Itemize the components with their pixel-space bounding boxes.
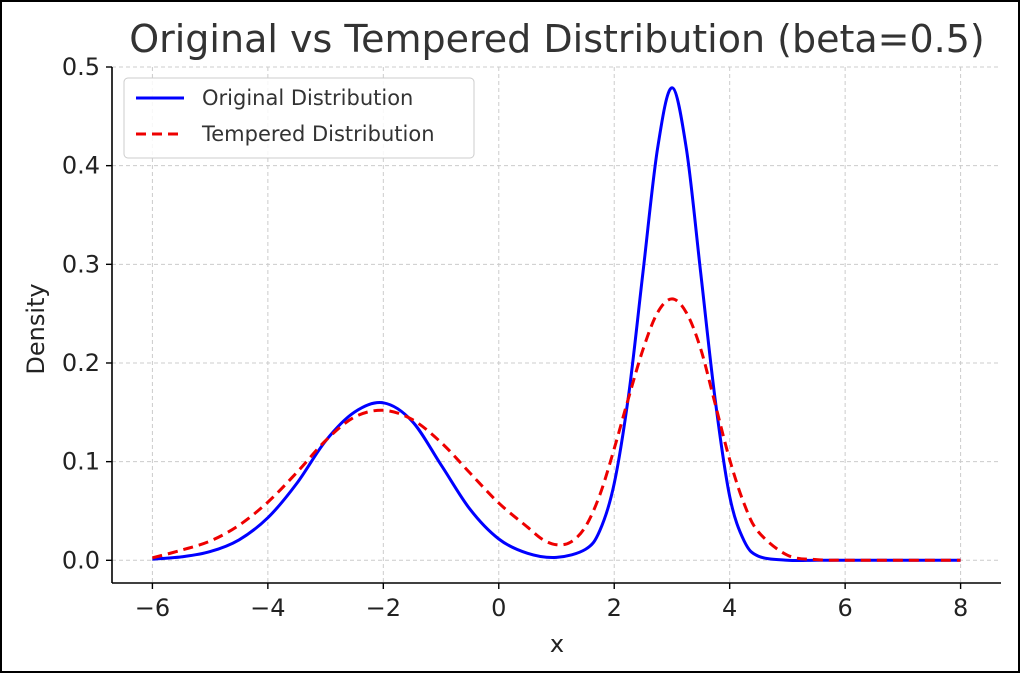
y-axis-label: Density (22, 283, 50, 374)
legend-label-tempered: Tempered Distribution (201, 122, 435, 146)
x-tick-label: 0 (491, 594, 506, 622)
legend-box (123, 77, 475, 159)
chart-title: Original vs Tempered Distribution (beta=… (129, 17, 985, 61)
y-tick-label: 0.1 (62, 448, 100, 476)
axes (111, 67, 1001, 584)
y-tick-label: 0.4 (62, 152, 100, 180)
y-tick-label: 0.3 (62, 250, 100, 278)
x-tick-label: 2 (607, 594, 622, 622)
grid (112, 66, 1001, 583)
original-distribution-line (152, 86, 961, 563)
x-ticks: −6 −4 −2 0 2 4 6 8 (135, 583, 968, 622)
y-tick-label: 0.0 (62, 546, 100, 574)
y-tick-label: 0.2 (62, 349, 100, 377)
legend-label-original: Original Distribution (202, 86, 413, 110)
x-tick-label: 4 (722, 594, 737, 622)
series-layer (152, 86, 961, 563)
y-ticks: 0.0 0.1 0.2 0.3 0.4 0.5 (62, 53, 112, 574)
x-axis-label: x (550, 630, 564, 658)
x-tick-label: −2 (366, 594, 401, 622)
tempered-distribution-line (152, 297, 961, 562)
legend: Original Distribution Tempered Distribut… (123, 77, 475, 159)
y-tick-label: 0.5 (62, 53, 100, 81)
x-tick-label: −6 (135, 594, 170, 622)
x-tick-label: −4 (250, 594, 285, 622)
x-tick-label: 6 (837, 594, 852, 622)
x-tick-label: 8 (953, 594, 968, 622)
